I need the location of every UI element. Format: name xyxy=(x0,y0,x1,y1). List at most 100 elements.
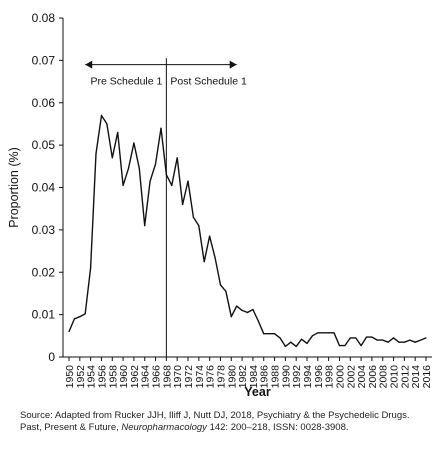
data-point xyxy=(328,332,330,334)
x-tick-label: 1974 xyxy=(194,365,206,389)
data-point xyxy=(284,345,286,348)
x-tick-label: 1956 xyxy=(96,365,108,389)
data-point xyxy=(225,290,227,292)
arrowhead-left xyxy=(85,60,93,69)
data-point xyxy=(203,261,205,263)
data-point xyxy=(79,316,81,318)
x-tick-label: 1964 xyxy=(140,365,152,389)
x-tick-label: 1952 xyxy=(75,365,87,389)
data-point xyxy=(154,163,157,165)
x-tick-label: 1972 xyxy=(183,365,195,389)
data-point xyxy=(187,180,189,182)
x-tick-label: 1954 xyxy=(86,365,98,389)
x-axis-label: Year xyxy=(244,385,271,399)
data-point xyxy=(365,336,368,338)
data-point xyxy=(230,316,232,318)
data-point xyxy=(246,311,249,314)
y-tick-label: 0.08 xyxy=(32,11,56,25)
data-point xyxy=(138,167,140,170)
x-tick-label: 1998 xyxy=(324,365,336,389)
pre-schedule-label: Pre Schedule 1 xyxy=(91,76,163,88)
x-tick-label: 1982 xyxy=(237,365,249,389)
post-schedule-label: Post Schedule 1 xyxy=(170,76,247,88)
data-point xyxy=(68,330,70,333)
data-point xyxy=(198,225,200,227)
schedule-annotation: Pre Schedule 1 Post Schedule 1 xyxy=(85,58,247,357)
data-point xyxy=(311,335,314,337)
data-point xyxy=(252,308,254,311)
x-tick-label: 1988 xyxy=(270,365,282,389)
x-tick-label: 1968 xyxy=(161,365,173,389)
x-tick-label: 1950 xyxy=(64,365,76,389)
data-point xyxy=(149,180,151,182)
x-tick-label: 1990 xyxy=(280,365,292,389)
data-point xyxy=(209,235,211,237)
data-point xyxy=(73,318,76,320)
data-point xyxy=(100,114,103,117)
data-point xyxy=(344,344,346,347)
data-point xyxy=(214,256,216,259)
x-tick-label: 2008 xyxy=(378,365,390,389)
data-point xyxy=(382,339,384,341)
data-point xyxy=(106,123,108,125)
x-tick-label: 1996 xyxy=(313,365,325,389)
data-point xyxy=(290,341,292,343)
data-point xyxy=(90,267,92,269)
arrowhead-right xyxy=(229,60,237,69)
data-point xyxy=(257,320,259,322)
chart-axes: 00.010.020.030.040.050.060.070.081950195… xyxy=(7,11,433,399)
series-line xyxy=(68,114,427,348)
line-chart: 00.010.020.030.040.050.060.070.081950195… xyxy=(7,11,433,399)
data-point xyxy=(181,203,184,206)
data-point xyxy=(425,337,427,339)
data-point xyxy=(355,337,357,339)
x-tick-label: 2010 xyxy=(389,365,401,389)
data-point xyxy=(241,309,243,311)
data-point xyxy=(419,339,422,341)
y-axis-label: Proportion (%) xyxy=(7,147,21,228)
data-point xyxy=(171,184,173,186)
y-tick-label: 0.03 xyxy=(32,223,56,237)
data-point xyxy=(409,339,411,341)
x-tick-label: 2004 xyxy=(356,365,368,389)
y-tick-label: 0.02 xyxy=(32,265,56,279)
data-point xyxy=(133,142,135,144)
x-tick-label: 1980 xyxy=(226,365,238,389)
data-point xyxy=(300,338,303,340)
data-point xyxy=(268,333,270,335)
data-point xyxy=(122,184,124,186)
x-tick-label: 1966 xyxy=(151,365,163,389)
source-text-end: 142: 200–218, ISSN: 0028-3908. xyxy=(206,422,349,433)
data-point xyxy=(376,339,378,341)
data-point xyxy=(127,167,130,170)
data-point xyxy=(387,341,389,343)
data-point xyxy=(398,341,400,343)
data-point xyxy=(371,336,373,338)
data-point xyxy=(414,341,416,343)
y-tick-label: 0.06 xyxy=(32,96,56,110)
data-point xyxy=(117,131,119,134)
x-tick-label: 1994 xyxy=(302,365,314,389)
data-point xyxy=(236,305,238,307)
y-tick-label: 0.04 xyxy=(32,181,56,195)
x-tick-label: 1976 xyxy=(205,365,217,389)
x-tick-label: 2002 xyxy=(345,365,357,389)
x-tick-label: 2016 xyxy=(421,365,433,389)
y-tick-label: 0 xyxy=(48,350,55,364)
x-tick-label: 1984 xyxy=(248,365,260,389)
data-point xyxy=(165,174,167,176)
x-tick-label: 1986 xyxy=(259,365,271,389)
x-tick-label: 1992 xyxy=(291,365,303,389)
data-point xyxy=(403,341,405,343)
data-point xyxy=(273,333,276,335)
plot-area xyxy=(68,114,427,348)
data-point xyxy=(84,313,86,315)
data-point xyxy=(317,332,319,334)
data-point xyxy=(111,157,113,159)
data-point xyxy=(219,284,222,286)
x-tick-label: 1960 xyxy=(118,365,130,389)
data-point xyxy=(176,157,178,159)
x-tick-label: 1962 xyxy=(129,365,141,389)
source-text: Source: Adapted from Rucker JJH, Iliff J… xyxy=(20,410,410,433)
x-tick-label: 1970 xyxy=(172,365,184,389)
